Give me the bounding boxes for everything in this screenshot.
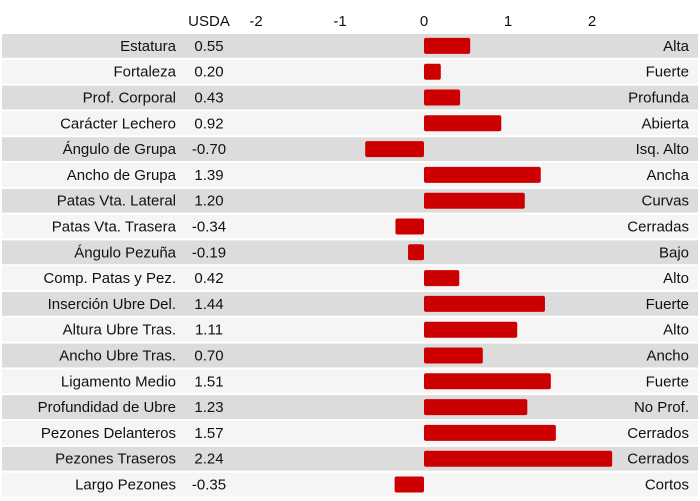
bar-1 xyxy=(424,63,441,80)
descriptor-label: Bajo xyxy=(659,244,689,261)
value-label: -0.35 xyxy=(192,477,226,494)
descriptor-label: Cerradas xyxy=(627,219,689,236)
row-background xyxy=(2,59,698,84)
row-background xyxy=(2,343,698,368)
bars xyxy=(365,37,613,493)
descriptor-label: Ancho xyxy=(646,348,689,365)
bar-12 xyxy=(424,347,483,364)
bar-3 xyxy=(424,115,502,132)
row-background xyxy=(2,317,698,342)
value-label: -0.19 xyxy=(192,244,226,261)
row-background xyxy=(2,472,698,497)
descriptor-label: Cerrados xyxy=(627,451,689,468)
value-label: 0.20 xyxy=(194,64,223,81)
bar-14 xyxy=(424,399,528,416)
row-background xyxy=(2,214,698,239)
trait-label: Profundidad de Ubre xyxy=(38,399,176,416)
value-label: 1.20 xyxy=(194,193,223,210)
value-label: 1.57 xyxy=(194,425,223,442)
value-label: 0.92 xyxy=(194,115,223,132)
trait-label: Pezones Delanteros xyxy=(41,425,176,442)
trait-label: Carácter Lechero xyxy=(60,115,176,132)
value-label: 1.23 xyxy=(194,399,223,416)
value-label: 1.44 xyxy=(194,296,223,313)
x-tick-label: -1 xyxy=(333,13,346,30)
value-label: 2.24 xyxy=(194,451,223,468)
bar-5 xyxy=(424,166,541,183)
value-label: 0.43 xyxy=(194,90,223,107)
descriptor-label: Alto xyxy=(663,270,689,287)
descriptor-label: No Prof. xyxy=(634,399,689,416)
value-label: -0.70 xyxy=(192,141,226,158)
trait-label: Ángulo Pezuña xyxy=(74,244,176,261)
x-axis-ticks: -2 -1 0 1 2 xyxy=(249,13,596,30)
trait-label: Prof. Corporal xyxy=(83,90,176,107)
row-background xyxy=(2,137,698,161)
trait-label: Altura Ubre Tras. xyxy=(63,322,176,339)
bar-0 xyxy=(424,37,471,54)
descriptor-label: Abierta xyxy=(641,115,689,132)
row-background xyxy=(2,111,698,136)
descriptor-label: Profunda xyxy=(628,90,690,107)
descriptor-label: Alto xyxy=(663,322,689,339)
descriptor-label: Cortos xyxy=(645,477,689,494)
bar-9 xyxy=(424,270,460,287)
bar-4 xyxy=(365,141,424,158)
descriptor-label: Curvas xyxy=(641,193,689,210)
bar-10 xyxy=(424,295,545,312)
trait-label: Ángulo de Grupa xyxy=(63,141,177,158)
descriptor-label: Ancha xyxy=(646,167,689,184)
x-tick-label: 0 xyxy=(420,13,428,30)
value-label: 0.70 xyxy=(194,348,223,365)
descriptor-label: Cerrados xyxy=(627,425,689,442)
value-label: 0.42 xyxy=(194,270,223,287)
row-background xyxy=(2,240,698,265)
descriptor-label: Alta xyxy=(663,38,690,55)
trait-label: Estatura xyxy=(120,38,177,55)
bar-8 xyxy=(408,244,424,261)
value-label: 0.55 xyxy=(194,38,223,55)
descriptor-label: Isq. Alto xyxy=(636,141,689,158)
descriptor-label: Fuerte xyxy=(646,64,689,81)
trait-label: Pezones Traseros xyxy=(55,451,176,468)
row-background xyxy=(2,266,698,290)
trait-label: Inserción Ubre Del. xyxy=(48,296,176,313)
descriptor-label: Fuerte xyxy=(646,373,689,390)
bar-2 xyxy=(424,89,461,106)
descriptor-label: Fuerte xyxy=(646,296,689,313)
x-tick-label: 1 xyxy=(504,13,512,30)
trait-label: Patas Vta. Lateral xyxy=(57,193,176,210)
value-label: -0.34 xyxy=(192,219,226,236)
trait-label: Comp. Patas y Pez. xyxy=(43,270,176,287)
bar-6 xyxy=(424,192,525,209)
bar-7 xyxy=(395,218,424,235)
row-background xyxy=(2,34,698,58)
value-label: 1.39 xyxy=(194,167,223,184)
trait-label: Patas Vta. Trasera xyxy=(52,219,177,236)
x-tick-label: -2 xyxy=(249,13,262,30)
trait-label: Ligamento Medio xyxy=(61,373,176,390)
trait-label: Ancho Ubre Tras. xyxy=(59,348,176,365)
bar-13 xyxy=(424,373,551,390)
trait-label: Ancho de Grupa xyxy=(67,167,177,184)
value-label: 1.51 xyxy=(194,373,223,390)
x-tick-label: 2 xyxy=(588,13,596,30)
bar-11 xyxy=(424,321,518,338)
bar-17 xyxy=(394,476,424,493)
bar-16 xyxy=(424,450,613,467)
trait-label: Largo Pezones xyxy=(75,477,176,494)
bar-15 xyxy=(424,424,556,441)
trait-label: Fortaleza xyxy=(113,64,176,81)
value-column-header: USDA xyxy=(188,13,230,30)
value-label: 1.11 xyxy=(195,322,223,339)
labels: USDA Estatura 0.55 Alta Fortaleza 0.20 Fuerte… xyxy=(38,13,690,494)
row-background xyxy=(2,85,698,110)
